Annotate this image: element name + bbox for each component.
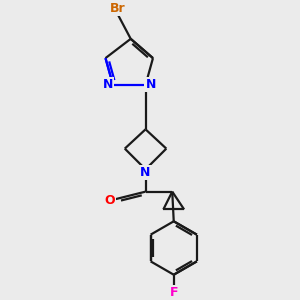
- Text: N: N: [103, 78, 113, 91]
- Text: N: N: [146, 78, 156, 91]
- Text: N: N: [140, 167, 151, 179]
- Text: O: O: [104, 194, 115, 207]
- Text: F: F: [169, 286, 178, 299]
- Text: Br: Br: [110, 2, 125, 15]
